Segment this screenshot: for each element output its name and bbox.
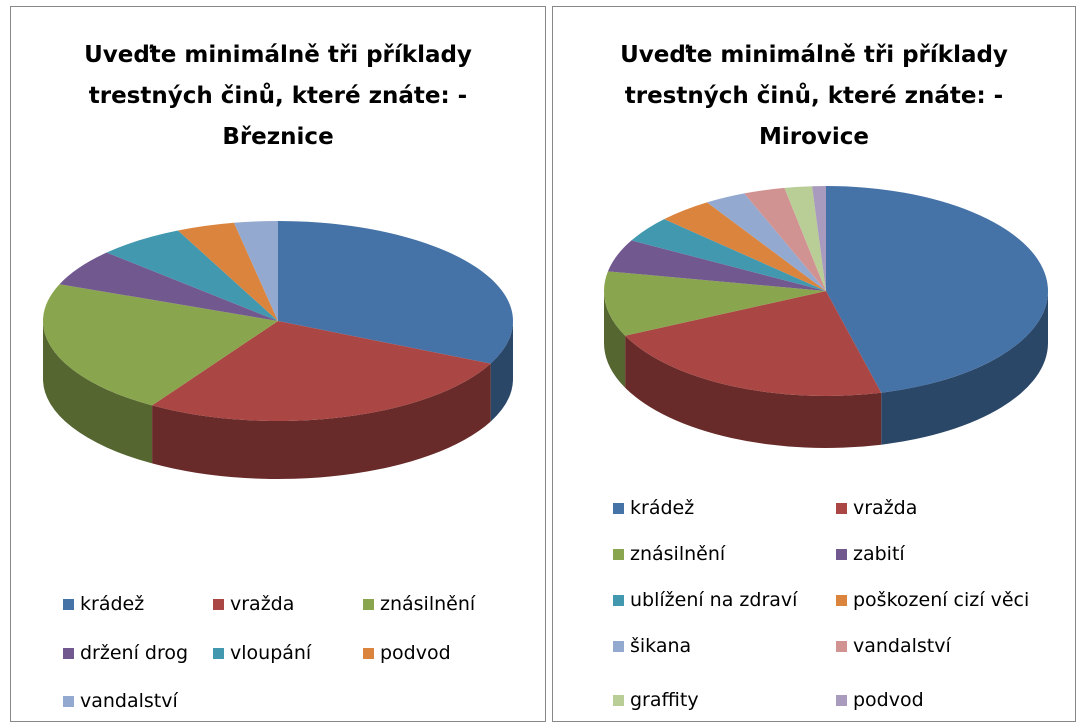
legend-item: krádež <box>63 593 144 615</box>
legend-swatch <box>363 647 374 659</box>
legend-label: graffity <box>630 689 699 711</box>
slice-side <box>43 321 153 464</box>
legend-label: ublížení na zdraví <box>630 589 798 611</box>
slice <box>42 284 278 406</box>
legend-item: držení drog <box>63 642 188 664</box>
legend-item: znásilnění <box>613 543 725 565</box>
legend-swatch <box>613 694 624 706</box>
legend-swatch <box>213 598 224 610</box>
legend-item: šikana <box>613 635 691 657</box>
legend-label: vandalství <box>80 690 178 712</box>
legend-item: graffity <box>613 689 699 711</box>
slice <box>59 252 278 321</box>
slice <box>177 222 278 321</box>
slice <box>631 219 826 291</box>
legend-swatch <box>613 640 624 652</box>
slice <box>607 240 826 291</box>
legend-swatch <box>613 502 624 514</box>
legend-label: vloupání <box>230 642 312 664</box>
legend-swatch <box>613 548 624 560</box>
legend-item: vražda <box>836 497 917 519</box>
legend-swatch <box>836 694 847 706</box>
chart-panel: Uveďte minimálně tři příklady trestných … <box>552 6 1076 722</box>
legend-label: krádež <box>630 497 695 519</box>
legend-label: podvod <box>853 689 924 711</box>
slice <box>152 321 491 421</box>
legend-swatch <box>213 647 224 659</box>
slice <box>826 185 1049 393</box>
slice <box>707 193 826 291</box>
chart-panel: Uveďte minimálně tři příklady trestných … <box>10 6 546 722</box>
legend-label: vandalství <box>853 635 951 657</box>
legend-swatch <box>613 594 624 606</box>
legend-swatch <box>836 502 847 514</box>
slice-side <box>625 335 882 449</box>
slice <box>233 221 278 321</box>
legend-item: poškození cizí věci <box>836 589 1029 611</box>
legend-item: vandalství <box>63 690 178 712</box>
legend-swatch <box>836 548 847 560</box>
legend-label: držení drog <box>80 642 189 664</box>
slice-side <box>604 291 626 388</box>
slice <box>664 202 826 291</box>
legend-label: krádež <box>80 593 145 615</box>
legend-item: ublížení na zdraví <box>613 589 797 611</box>
slice <box>784 186 826 291</box>
slice-side <box>881 291 1048 445</box>
legend-swatch <box>63 647 74 659</box>
slice <box>812 186 826 291</box>
legend-item: znásilnění <box>363 593 475 615</box>
slice <box>106 230 278 321</box>
legend-label: zabití <box>853 543 905 565</box>
legend-swatch <box>63 598 74 610</box>
legend-label: znásilnění <box>380 593 476 615</box>
legend-swatch <box>836 640 847 652</box>
legend-label: šikana <box>630 635 692 657</box>
legend-item: vandalství <box>836 635 951 657</box>
legend-item: krádež <box>613 497 694 519</box>
chart-title: Uveďte minimálně tři příklady trestných … <box>84 42 472 150</box>
legend-item: vražda <box>213 593 294 615</box>
legend-item: vloupání <box>213 642 311 664</box>
legend-swatch <box>836 594 847 606</box>
slice-side <box>490 321 513 422</box>
legend-swatch <box>63 695 74 707</box>
slice <box>625 291 882 397</box>
slice-side <box>152 363 491 479</box>
pie-plot <box>42 221 514 479</box>
legend-label: vražda <box>230 593 295 615</box>
legend-label: poškození cizí věci <box>853 589 1030 611</box>
legend-item: podvod <box>363 642 451 664</box>
slice <box>744 187 826 291</box>
pie-plot <box>604 185 1049 449</box>
chart-title: Uveďte minimálně tři příklady trestných … <box>620 42 1008 150</box>
legend-label: vražda <box>853 497 918 519</box>
slice <box>604 271 826 336</box>
legend-label: podvod <box>380 642 451 664</box>
legend-item: zabití <box>836 543 905 565</box>
legend-label: znásilnění <box>630 543 726 565</box>
slice <box>278 221 514 364</box>
legend-item: podvod <box>836 689 924 711</box>
legend-swatch <box>363 598 374 610</box>
